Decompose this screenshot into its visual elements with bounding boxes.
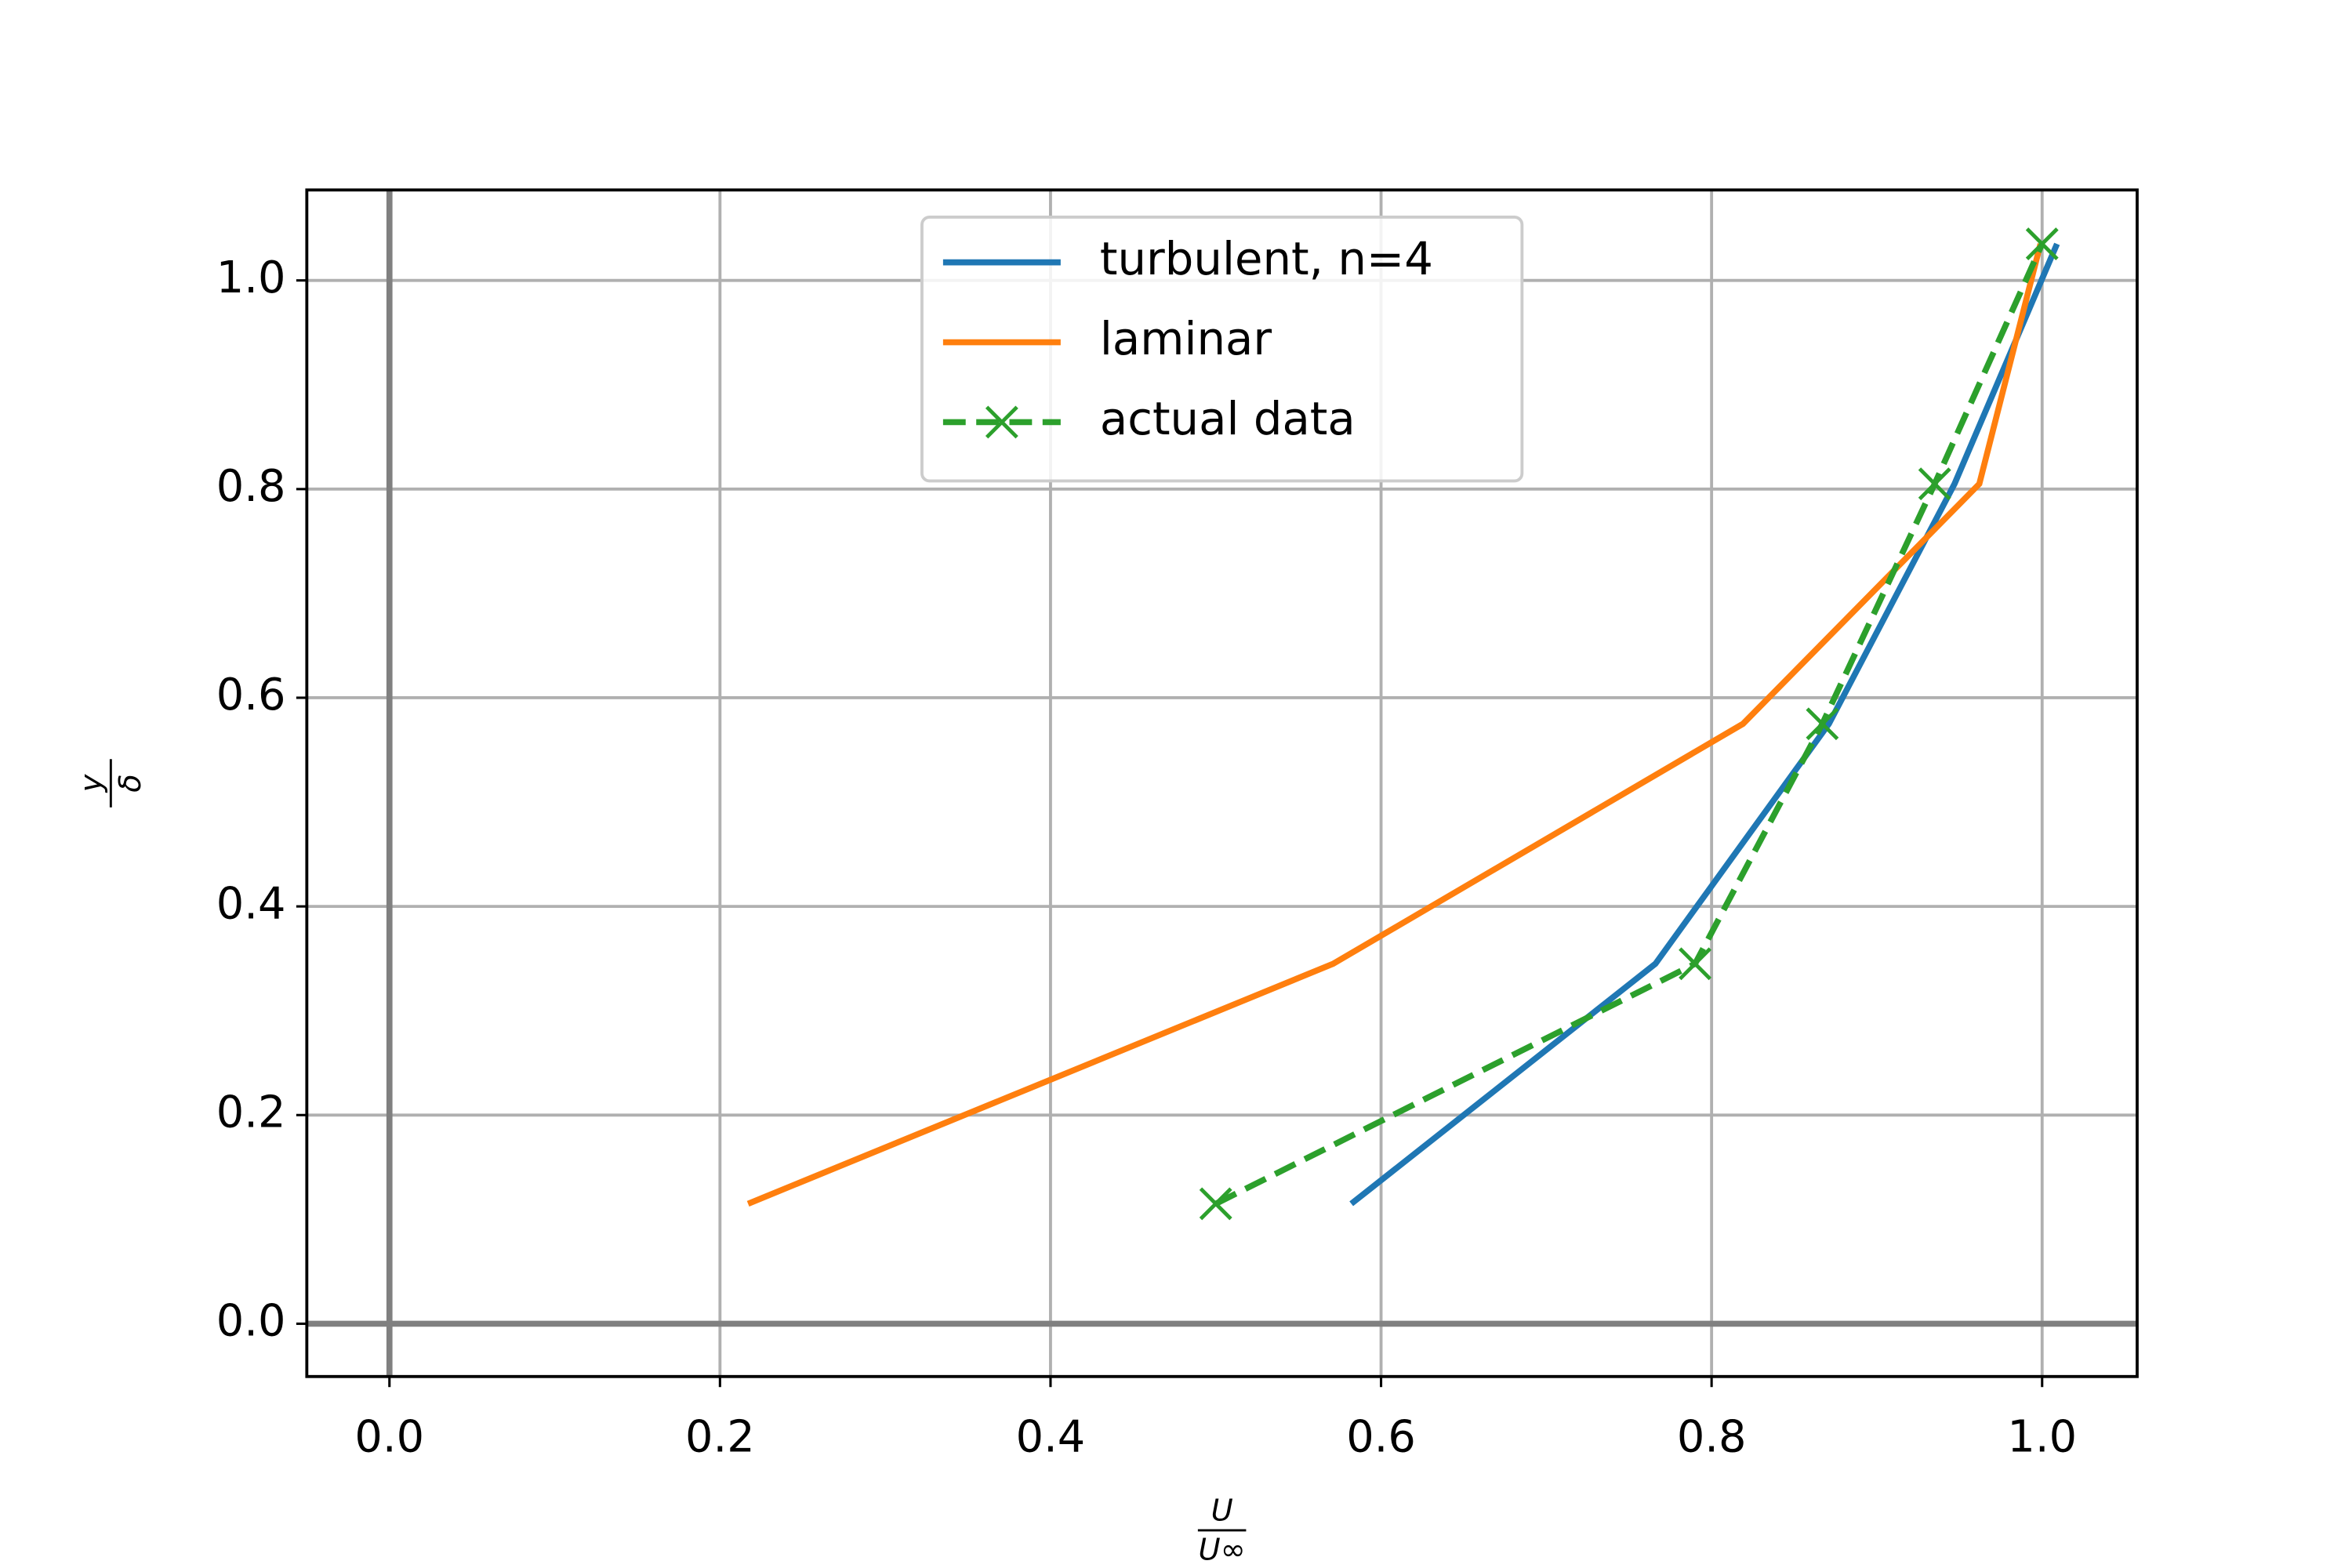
x-tick-label: 1.0 (2007, 1412, 2077, 1463)
data-point (2025, 227, 2059, 261)
legend-box (920, 216, 1524, 483)
legend-label: laminar (1100, 312, 1272, 365)
x-tick-label: 0.8 (1677, 1412, 1747, 1463)
data-point (1918, 467, 1951, 501)
y-tick-label: 0.8 (216, 461, 286, 512)
x-tick-label: 0.0 (354, 1412, 424, 1463)
data-point (1679, 947, 1712, 981)
y-tick-label: 0.0 (216, 1296, 286, 1347)
x-tick-label: 0.6 (1346, 1412, 1416, 1463)
axis-label-denominator: δ (113, 774, 148, 793)
x-tick-label: 0.4 (1016, 1412, 1086, 1463)
series-line (746, 243, 2044, 1207)
y-tick-label: 0.6 (216, 670, 286, 720)
x-tick-label: 0.2 (685, 1412, 755, 1463)
legend-label: turbulent, n=4 (1100, 232, 1433, 285)
axis-label-numerator: U (1211, 1493, 1233, 1528)
axis-label: U U∞ (1197, 1493, 1247, 1567)
y-tick-label: 0.2 (216, 1087, 286, 1138)
axis-label-numerator: y (74, 773, 109, 793)
series-line (1349, 242, 2060, 1207)
legend-label: actual data (1100, 392, 1356, 445)
data-point (1806, 707, 1839, 741)
data-point (1199, 1187, 1232, 1221)
axis-label-denominator: U∞ (1199, 1532, 1246, 1567)
plot-frame (305, 188, 2139, 1378)
legend-marker (985, 405, 1018, 439)
y-tick-label: 0.4 (216, 878, 286, 929)
y-tick-label: 1.0 (216, 252, 286, 303)
